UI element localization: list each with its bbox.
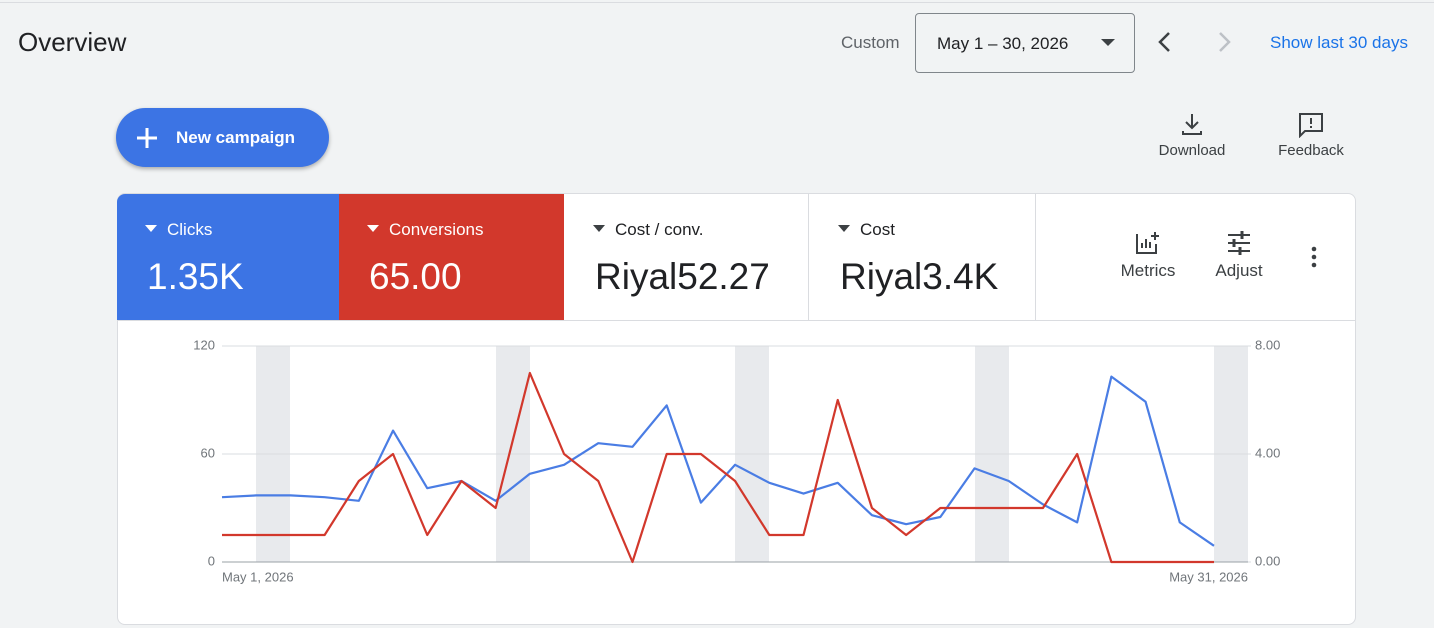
date-range: May 1 – 30, 2026: [937, 34, 1069, 53]
metric-value: Riyal3.4K: [840, 256, 999, 297]
new-campaign-button[interactable]: New campaign: [116, 108, 329, 167]
download-icon: [1182, 114, 1202, 135]
caret: [838, 225, 850, 232]
divider: [117, 320, 1355, 321]
page-title: Overview: [18, 27, 127, 57]
caret: [145, 225, 157, 232]
metric-label: Cost / conv.: [615, 220, 704, 239]
caret: [593, 225, 605, 232]
range-label: Custom: [841, 33, 900, 52]
button-label: New campaign: [176, 128, 296, 147]
metric-value: 1.35K: [147, 256, 244, 297]
metrics-icon: [1136, 232, 1159, 254]
next-button[interactable]: [1214, 31, 1234, 53]
download-button[interactable]: Download: [1152, 112, 1232, 159]
metric-card[interactable]: Clicks 1.35K: [117, 194, 339, 320]
metric-label: Conversions: [389, 220, 484, 239]
plus-icon: [137, 128, 157, 148]
button-label: Download: [1158, 142, 1226, 159]
caret: [367, 225, 379, 232]
metrics-button[interactable]: Metrics: [1110, 230, 1186, 281]
more-button[interactable]: [1309, 245, 1319, 269]
feedback-button[interactable]: Feedback: [1271, 112, 1351, 159]
button-label: Adjust: [1215, 261, 1263, 280]
adjust-button[interactable]: Adjust: [1204, 230, 1274, 281]
show-last-link[interactable]: Show last 30 days: [1270, 33, 1408, 52]
metric-card[interactable]: Cost Riyal3.4K: [810, 194, 1036, 320]
feedback-icon: [1299, 113, 1323, 139]
metric-value: 65.00: [369, 256, 462, 297]
adjust-icon: [1228, 231, 1250, 255]
date-picker[interactable]: May 1 – 30, 2026: [915, 13, 1135, 73]
metric-card[interactable]: Conversions 65.00: [339, 194, 564, 320]
metric-value: Riyal52.27: [595, 256, 770, 297]
dropdown-icon: [1101, 39, 1115, 46]
button-label: Feedback: [1278, 142, 1344, 159]
button-label: Metrics: [1120, 261, 1176, 280]
divider: [0, 2, 1434, 3]
prev-button[interactable]: [1155, 31, 1175, 53]
metric-label: Clicks: [167, 220, 213, 239]
metric-label: Cost: [860, 220, 895, 239]
metric-card[interactable]: Cost / conv. Riyal52.27: [565, 194, 809, 320]
